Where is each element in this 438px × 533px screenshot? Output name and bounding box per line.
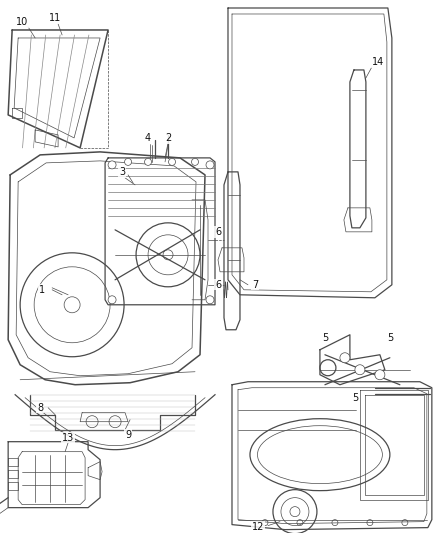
Circle shape: [206, 161, 214, 169]
Circle shape: [206, 296, 214, 304]
Text: 6: 6: [215, 280, 221, 290]
Text: 2: 2: [165, 133, 171, 143]
Circle shape: [124, 158, 131, 165]
Circle shape: [169, 158, 176, 165]
Text: 5: 5: [322, 333, 328, 343]
Text: 5: 5: [352, 393, 358, 403]
Text: 13: 13: [62, 433, 74, 443]
Text: 7: 7: [252, 280, 258, 290]
Text: 14: 14: [372, 57, 384, 67]
Circle shape: [340, 353, 350, 363]
Text: 10: 10: [16, 17, 28, 27]
Circle shape: [375, 370, 385, 379]
Circle shape: [191, 158, 198, 165]
Circle shape: [145, 158, 152, 165]
Text: 1: 1: [39, 285, 45, 295]
Text: 4: 4: [145, 133, 151, 143]
Circle shape: [108, 161, 116, 169]
Circle shape: [355, 365, 365, 375]
Text: 5: 5: [387, 333, 393, 343]
Text: 6: 6: [215, 227, 221, 237]
Circle shape: [108, 296, 116, 304]
Text: 9: 9: [125, 430, 131, 440]
Text: 3: 3: [119, 167, 125, 177]
Text: 11: 11: [49, 13, 61, 23]
Text: 8: 8: [37, 403, 43, 413]
Text: 12: 12: [252, 522, 264, 531]
